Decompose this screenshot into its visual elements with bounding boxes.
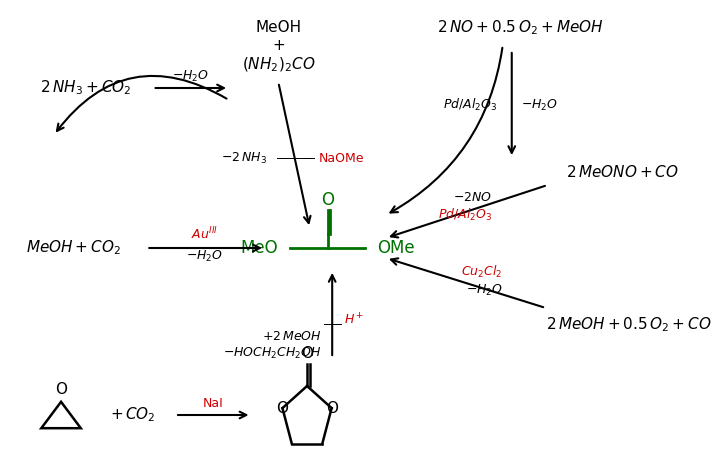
Text: $+\,CO_2$: $+\,CO_2$ (110, 405, 155, 425)
Text: $MeOH + CO_2$: $MeOH + CO_2$ (26, 239, 121, 257)
Text: MeO: MeO (241, 239, 278, 257)
Text: O: O (321, 191, 334, 209)
Text: $-H_2O$: $-H_2O$ (521, 98, 558, 113)
Text: $Pd/Al_2O_3$: $Pd/Al_2O_3$ (443, 97, 497, 113)
Text: $-H_2O$: $-H_2O$ (172, 68, 209, 84)
Text: O: O (301, 345, 313, 360)
Text: $-2\,NH_3$: $-2\,NH_3$ (221, 151, 268, 166)
Text: OMe: OMe (377, 239, 415, 257)
Text: $2\,MeOH + 0.5\,O_2 + CO$: $2\,MeOH + 0.5\,O_2 + CO$ (546, 316, 711, 334)
Text: $2\,MeONO + CO$: $2\,MeONO + CO$ (566, 164, 679, 180)
Text: $-H_2O$: $-H_2O$ (186, 248, 224, 264)
Text: O: O (277, 401, 288, 416)
Text: $Au^{III}$: $Au^{III}$ (191, 226, 219, 242)
Text: $2\,NH_3 + CO_2$: $2\,NH_3 + CO_2$ (40, 79, 131, 97)
Text: O: O (326, 401, 338, 416)
Text: $-2NO$: $-2NO$ (453, 191, 492, 204)
Text: $+2\,MeOH$: $+2\,MeOH$ (261, 330, 322, 343)
Text: $H^+$: $H^+$ (344, 312, 364, 328)
Text: +: + (272, 39, 285, 53)
Text: $2\,NO + 0.5\,O_2 + MeOH$: $2\,NO + 0.5\,O_2 + MeOH$ (438, 19, 604, 37)
Text: $-H_2O$: $-H_2O$ (465, 282, 503, 298)
Text: $(NH_2)_2CO$: $(NH_2)_2CO$ (242, 56, 315, 74)
Text: $-HOCH_2CH_2OH$: $-HOCH_2CH_2OH$ (223, 345, 322, 360)
Text: MeOH: MeOH (256, 20, 301, 35)
Text: O: O (55, 382, 67, 397)
Text: $Cu_2Cl_2$: $Cu_2Cl_2$ (462, 264, 503, 280)
Text: NaOMe: NaOMe (319, 152, 364, 165)
Text: NaI: NaI (203, 397, 223, 410)
Text: $Pd/Al_2O_3$: $Pd/Al_2O_3$ (438, 207, 492, 223)
